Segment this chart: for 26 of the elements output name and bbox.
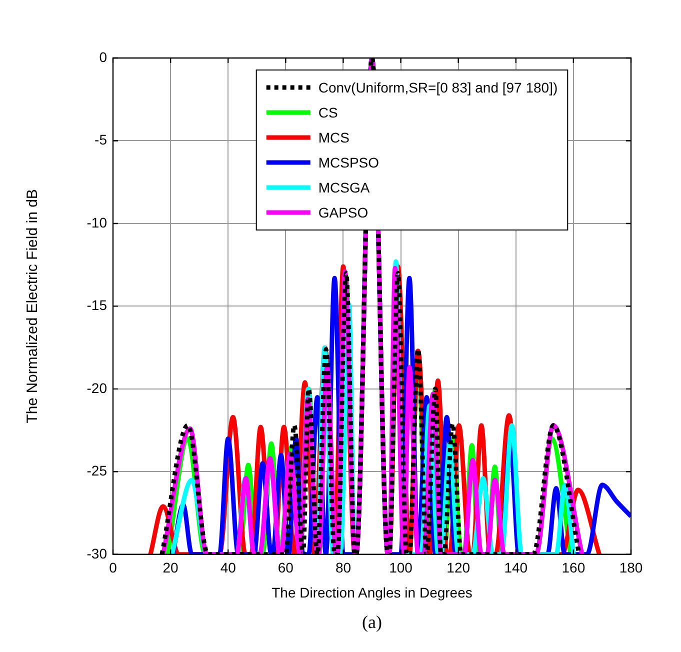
y-tick-label: -30 (86, 545, 108, 562)
y-tick-label: -5 (94, 132, 108, 148)
x-tick-label: 120 (446, 560, 470, 576)
x-tick-label: 160 (562, 560, 586, 576)
x-tick-label: 0 (109, 560, 118, 576)
x-tick-label: 100 (389, 560, 413, 576)
x-tick-label: 180 (619, 560, 643, 576)
x-tick-label: 60 (278, 560, 294, 576)
x-tick-label: 20 (162, 560, 179, 576)
legend-label: CS (318, 104, 338, 120)
legend-label: MCSGA (318, 179, 370, 196)
text: (a) (361, 612, 383, 633)
x-tick-label: 40 (220, 560, 236, 576)
y-tick-label: -20 (86, 380, 108, 396)
y-axis-title: The Normalized Electric Field in dB (24, 189, 42, 424)
y-tick-label: -25 (86, 462, 108, 479)
x-axis-title: The Direction Angles in Degrees (272, 584, 472, 600)
legend-label: GAPSO (318, 204, 368, 220)
x-tick-label: 80 (335, 560, 352, 576)
x-tick-label: 140 (504, 560, 528, 576)
legend-label: Conv(Uniform,SR=[0 83] and [97 180]) (318, 79, 558, 96)
legend-label: MCSPSO (318, 154, 380, 170)
y-tick-label: 0 (99, 48, 108, 65)
y-tick-label: -15 (86, 297, 108, 314)
legend-label: MCS (318, 129, 350, 146)
y-tick-label: -10 (86, 214, 108, 230)
